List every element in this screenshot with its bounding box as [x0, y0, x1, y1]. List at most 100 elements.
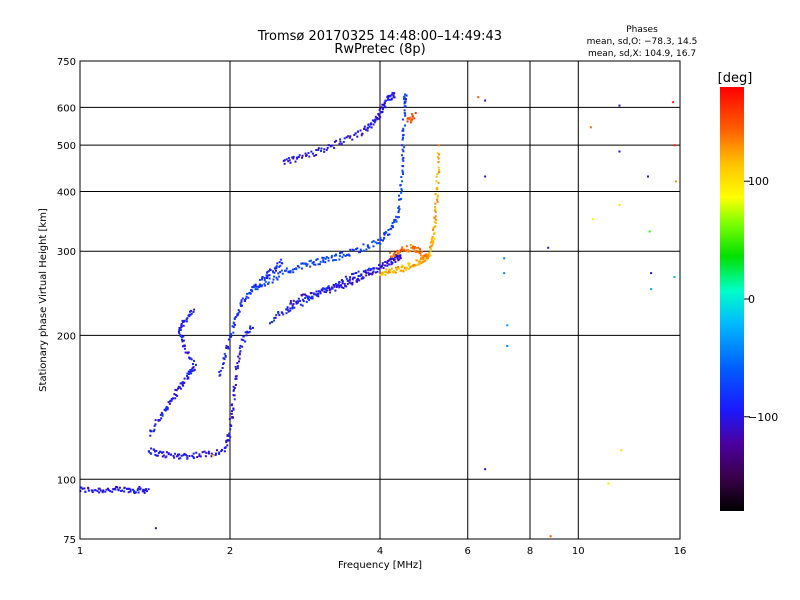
data-point	[325, 291, 328, 294]
data-point	[225, 347, 228, 349]
data-point	[216, 449, 218, 452]
data-point	[224, 446, 227, 449]
data-point	[230, 424, 233, 427]
data-point	[313, 154, 316, 157]
data-point	[190, 309, 193, 312]
data-point	[435, 180, 438, 183]
data-point	[232, 321, 235, 324]
data-point	[321, 289, 324, 292]
data-point	[392, 257, 395, 260]
data-point	[166, 408, 169, 411]
data-point	[371, 241, 374, 244]
data-point	[344, 255, 347, 257]
data-point	[302, 293, 305, 296]
data-point	[370, 126, 373, 129]
data-point	[386, 264, 389, 267]
data-point	[247, 296, 250, 299]
data-point	[402, 249, 405, 252]
data-point	[396, 216, 399, 219]
data-point	[289, 269, 292, 272]
data-point	[147, 450, 150, 453]
data-point	[223, 352, 226, 355]
data-point	[381, 273, 384, 276]
data-point	[376, 270, 379, 273]
data-point	[340, 142, 343, 145]
data-point	[334, 289, 337, 292]
data-point	[181, 340, 184, 343]
data-point	[388, 271, 391, 274]
data-point	[394, 256, 396, 259]
data-point	[392, 94, 395, 97]
data-point	[377, 112, 380, 115]
data-point	[289, 302, 292, 305]
data-point	[252, 285, 255, 288]
data-point	[395, 220, 398, 223]
data-point	[432, 242, 434, 245]
data-point	[437, 194, 439, 197]
data-point	[484, 468, 487, 471]
data-point	[401, 180, 403, 183]
data-point	[187, 351, 190, 354]
data-point	[178, 386, 181, 389]
data-point	[218, 371, 221, 373]
data-point	[312, 261, 315, 263]
info-line-x: mean, sd,X: 104.9, 16.7	[588, 49, 696, 59]
data-point	[339, 284, 341, 287]
data-point	[334, 282, 337, 285]
data-point	[227, 347, 230, 350]
data-point	[292, 271, 295, 274]
data-point	[252, 326, 254, 329]
data-point	[506, 345, 509, 347]
data-point	[363, 125, 366, 128]
data-point	[127, 487, 130, 490]
data-point	[186, 351, 189, 354]
data-point	[183, 347, 186, 350]
data-point	[150, 447, 153, 450]
data-point	[338, 281, 341, 283]
data-point	[196, 456, 199, 458]
data-point	[391, 226, 394, 229]
data-point	[212, 454, 215, 457]
data-point	[161, 413, 164, 416]
data-point	[178, 327, 181, 329]
data-point	[305, 264, 308, 267]
data-point	[381, 103, 384, 106]
data-point	[591, 218, 594, 221]
data-point	[410, 120, 413, 123]
data-point	[182, 339, 185, 342]
data-point	[372, 240, 375, 243]
data-point	[239, 303, 242, 306]
data-point	[434, 208, 437, 211]
data-point	[174, 388, 177, 391]
data-point	[84, 490, 87, 493]
data-point	[324, 257, 327, 260]
data-point	[192, 310, 195, 313]
y-tick-label: 100	[57, 475, 76, 486]
data-point	[386, 98, 389, 101]
data-point	[411, 114, 414, 117]
data-point	[360, 249, 363, 252]
data-point	[674, 180, 677, 183]
data-point	[365, 271, 368, 274]
data-point	[149, 429, 152, 432]
data-point	[180, 324, 183, 327]
data-point	[387, 229, 390, 231]
data-point	[402, 270, 405, 273]
data-point	[289, 309, 292, 312]
grid	[80, 61, 680, 539]
data-point	[263, 276, 266, 279]
data-point	[254, 283, 257, 286]
data-point	[326, 289, 328, 292]
data-point	[434, 211, 437, 214]
data-point	[437, 161, 440, 163]
data-point	[418, 260, 421, 263]
data-point	[319, 260, 322, 263]
data-point	[319, 290, 322, 293]
data-point	[273, 317, 276, 319]
data-point	[403, 112, 406, 115]
x-tick-label: 16	[674, 546, 687, 557]
data-point	[328, 287, 331, 289]
data-point	[267, 274, 270, 277]
data-point	[437, 144, 440, 147]
data-point	[348, 278, 351, 281]
